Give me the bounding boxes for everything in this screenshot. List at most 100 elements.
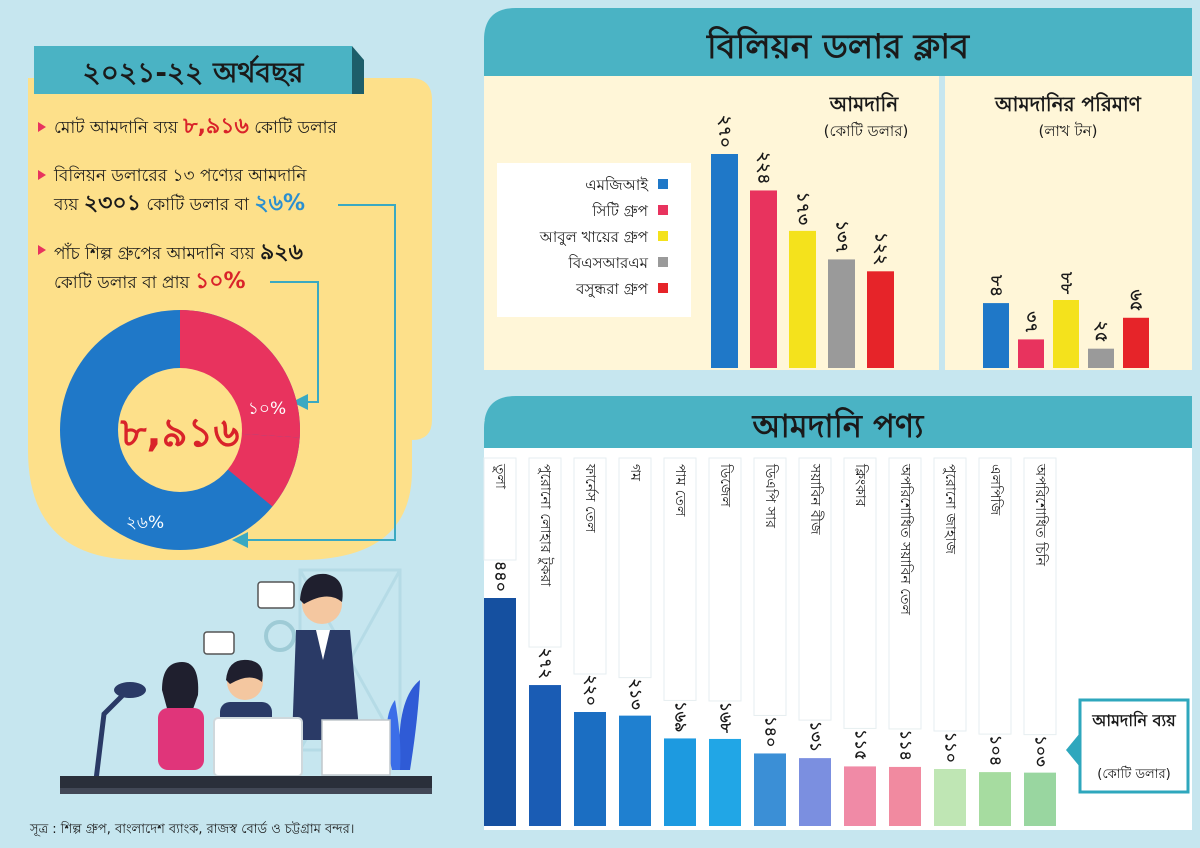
bullet1-text-c: কোটি ডলার <box>249 117 338 138</box>
product-value-2: ২২০ <box>582 675 601 706</box>
import-volume-bar-label-3: ২৫ <box>1091 321 1111 343</box>
product-bar-0 <box>484 598 516 826</box>
club-legend-label-1: সিটি গ্রুপ <box>591 202 649 220</box>
product-bar-2 <box>574 712 606 826</box>
bullet3-value: ৯২৬ <box>260 240 303 265</box>
left-title-fold <box>352 46 364 94</box>
import-value-bar-label-2: ১৭৩ <box>793 192 813 225</box>
bullet2-text-a: ব্যয় <box>53 195 84 215</box>
donut-label-26: ২৬% <box>126 513 164 533</box>
import-value-bars: ২৭০ ২২৪ ১৭৩ ১৩৭ ১২২ <box>711 115 894 368</box>
plant <box>399 680 420 770</box>
office-illustration <box>60 568 432 794</box>
product-value-12: ১০৩ <box>1032 735 1051 767</box>
bullet3-text-b: কোটি ডলার বা প্রায় <box>54 272 195 293</box>
bullet2-line1: বিলিয়ন ডলারের ১৩ পণ্যের আমদানি <box>53 165 307 186</box>
product-category-4: পাম তেল <box>672 464 688 517</box>
source-text: সূত্র : শিল্প গ্রুপ, বাংলাদেশ ব্যাংক, রা… <box>29 821 354 837</box>
product-bar-4 <box>664 738 696 826</box>
import-volume-bar-0 <box>983 303 1009 368</box>
product-value-4: ১৬৯ <box>672 701 691 732</box>
woman-hair <box>162 662 199 712</box>
product-value-8: ১১৫ <box>852 729 871 760</box>
bullet3-line1: পাঁচ শিল্প গ্রুপের আমদানি ব্যয় ৯২৬ <box>54 240 303 265</box>
product-category-2: ফার্নেস তেল <box>582 463 599 533</box>
product-bar-5 <box>709 738 741 826</box>
bullet3-percent: ১০% <box>195 269 246 294</box>
product-label-card-1 <box>528 457 562 648</box>
import-value-unit: (কোটি ডলার) <box>824 122 909 140</box>
import-volume-bar-2 <box>1053 300 1079 368</box>
bullet1-value: ৮,৯১৬ <box>182 114 249 139</box>
products-legend-pointer <box>1066 733 1080 767</box>
bullet1-text: মোট আমদানি ব্যয় ৮,৯১৬ কোটি ডলার <box>54 114 338 139</box>
product-value-5: ১৬৮ <box>717 702 736 734</box>
import-value-title: আমদানি <box>829 92 899 116</box>
donut-center-label: ৮,৯১৬ <box>119 410 239 456</box>
product-label-card-2 <box>573 457 607 675</box>
product-label-card-4 <box>663 457 697 701</box>
laptop <box>213 717 303 777</box>
import-volume-bar-label-1: ৩৭ <box>1021 311 1041 333</box>
products-legend-unit: (কোটি ডলার) <box>1097 766 1170 782</box>
product-value-1: ২৭২ <box>537 648 556 679</box>
product-label-card-7 <box>798 457 832 721</box>
product-bar-10 <box>934 769 966 826</box>
club-legend-label-2: আবুল খায়ের গ্রুপ <box>539 228 649 246</box>
products-legend-label: আমদানি ব্যয় <box>1091 710 1176 730</box>
desk-shadow <box>60 788 432 794</box>
club-legend-label-4: বসুন্ধরা গ্রুপ <box>575 280 649 298</box>
product-label-card-8 <box>843 457 877 729</box>
woman-body <box>158 708 204 770</box>
donut-hole <box>118 368 242 492</box>
standing-man-hair <box>300 573 343 604</box>
products-title-bar <box>484 396 1192 448</box>
import-value-bar-label-0: ২৭০ <box>715 115 735 148</box>
club-legend-label-3: বিএসআরএম <box>568 254 649 272</box>
connector-26 <box>232 204 396 548</box>
chat-bubble-icon <box>257 581 295 609</box>
club-title-bar <box>484 8 1192 76</box>
product-label-card-0 <box>483 457 517 561</box>
product-bar-7 <box>799 758 831 826</box>
lamp-shade <box>114 682 146 698</box>
import-value-bar-1 <box>750 190 777 368</box>
club-title: বিলিয়ন ডলার ক্লাব <box>706 26 970 67</box>
product-label-card-9 <box>888 457 922 730</box>
import-volume-bar-4 <box>1123 317 1149 368</box>
product-value-6: ১৪০ <box>762 716 781 747</box>
product-category-12: অপরিশোধিত চিনি <box>1032 463 1049 567</box>
product-category-5: ডিজেল <box>717 463 734 507</box>
product-category-1: পুরোনো লোহার টুকরা <box>537 464 554 587</box>
paper-stack <box>321 719 391 776</box>
product-label-card-12 <box>1023 457 1057 736</box>
club-legend-swatch-1 <box>658 205 668 215</box>
product-value-9: ১১৪ <box>897 730 916 761</box>
import-value-bar-0 <box>711 154 738 368</box>
product-bars: তুলা ৪৪০ পুরোনো লোহার টুকরা ২৭২ ফার্নেস তেল ২… <box>483 457 1057 826</box>
product-value-0: ৪৪০ <box>492 561 511 592</box>
product-value-10: ১১০ <box>942 732 961 763</box>
product-category-10: পুরোনো জাহাজ <box>942 464 958 554</box>
bullet2-text-c: কোটি ডলার বা <box>141 194 254 215</box>
club-legend-swatch-3 <box>658 257 668 267</box>
bullet2-arrow <box>38 170 46 180</box>
product-bar-12 <box>1024 772 1056 826</box>
product-category-0: তুলা <box>492 463 508 490</box>
bullet2-percent: ২৬% <box>254 191 305 216</box>
club-panel-divider <box>939 76 945 370</box>
club-legend: এমজিআই সিটি গ্রুপ আবুল খায়ের গ্রুপ বিএসআরএ… <box>539 176 668 298</box>
product-value-11: ১০৪ <box>987 735 1006 766</box>
club-legend-swatch-4 <box>658 283 668 293</box>
import-volume-bars: ৮৪ ৩৭ ৮৮ ২৫ ৬৫ <box>983 271 1149 368</box>
product-bar-1 <box>529 685 561 826</box>
chat-bubble-icon-2 <box>203 631 235 655</box>
desk-lamp <box>93 688 130 781</box>
bullet1-text-a: মোট আমদানি ব্যয় <box>54 117 183 138</box>
product-label-card-3 <box>618 457 652 679</box>
product-label-card-11 <box>978 457 1012 735</box>
product-label-card-6 <box>753 457 787 716</box>
man-hair <box>226 659 263 684</box>
